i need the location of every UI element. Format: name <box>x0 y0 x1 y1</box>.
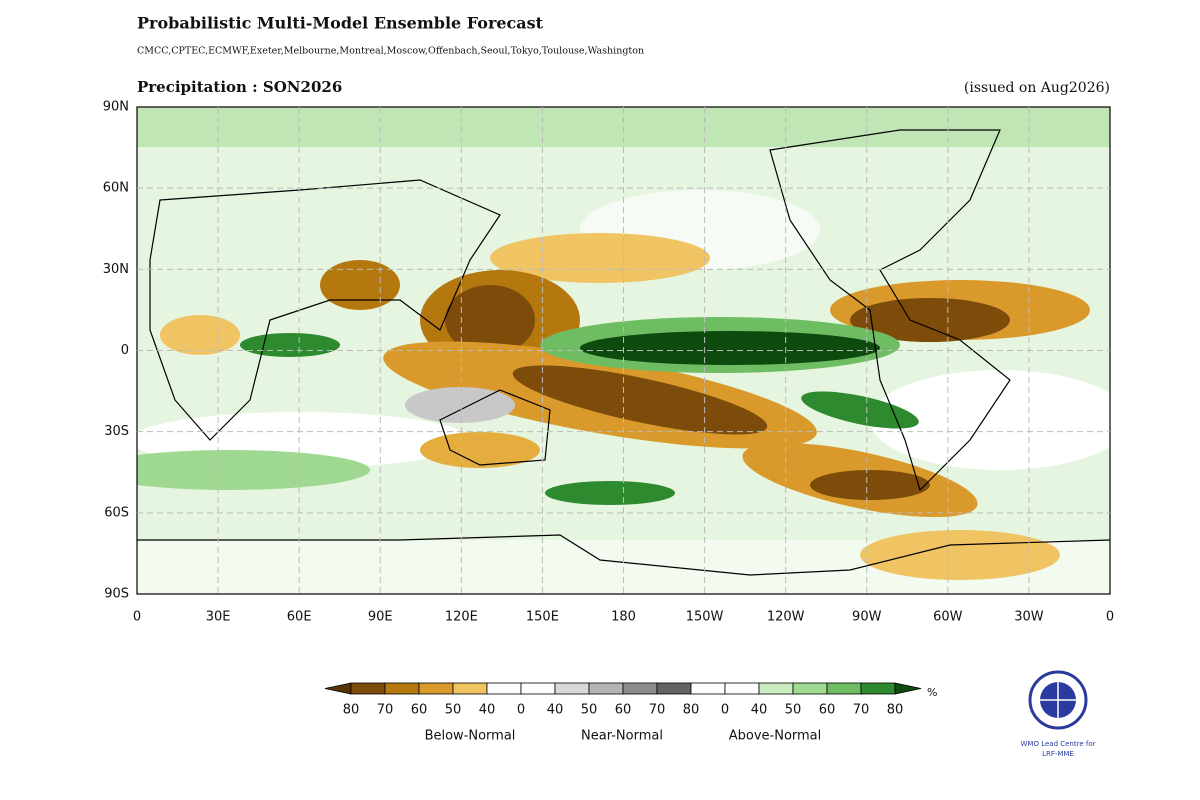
lon-label: 60E <box>287 610 312 625</box>
colorbar-category: Below-Normal <box>425 729 516 744</box>
colorbar-label: 40 <box>479 703 496 718</box>
colorbar-box <box>520 682 556 695</box>
colorbar-label: 50 <box>785 703 802 718</box>
lat-label: 30S <box>104 424 129 439</box>
lon-label: 180 <box>611 610 636 625</box>
colorbar-label: 60 <box>615 703 632 718</box>
colorbar-category: Near-Normal <box>581 729 663 744</box>
lat-label: 60N <box>103 181 129 196</box>
colorbar-box <box>588 682 624 695</box>
colorbar-box <box>656 682 692 695</box>
colorbar-label: 80 <box>683 703 700 718</box>
colorbar-box <box>724 682 760 695</box>
issued: (issued on Aug2026) <box>964 80 1110 96</box>
wmo-logo: WMO Lead Centre for LRF-MME <box>1021 670 1096 758</box>
colorbar-box <box>486 682 522 695</box>
lon-label: 30E <box>206 610 231 625</box>
lon-label: 30W <box>1014 610 1044 625</box>
colorbar-label: 70 <box>649 703 666 718</box>
colorbar-category: Above-Normal <box>729 729 822 744</box>
colorbar-label: 70 <box>377 703 394 718</box>
colorbar-label: 50 <box>445 703 462 718</box>
colorbar-arrow <box>324 682 352 695</box>
variable: Precipitation : SON2026 <box>137 78 342 96</box>
lat-label: 90S <box>104 587 129 602</box>
colorbar-box <box>758 682 794 695</box>
colorbar-label: 40 <box>547 703 564 718</box>
lon-label: 60W <box>933 610 963 625</box>
lon-label: 90E <box>368 610 393 625</box>
colorbar-label: 60 <box>411 703 428 718</box>
title: Probabilistic Multi-Model Ensemble Forec… <box>137 14 544 33</box>
colorbar-label: 0 <box>517 703 525 718</box>
lon-label: 150W <box>686 610 724 625</box>
colorbar-box <box>792 682 828 695</box>
lon-label: 120W <box>767 610 805 625</box>
lon-label: 0 <box>133 610 141 625</box>
colorbar-box <box>860 682 896 695</box>
logo-text: LRF-MME <box>1042 750 1074 758</box>
colorbar-box <box>826 682 862 695</box>
colorbar-box <box>452 682 488 695</box>
colorbar-box <box>350 682 386 695</box>
centres: CMCC,CPTEC,ECMWF,Exeter,Melbourne,Montre… <box>137 46 644 57</box>
colorbar-box <box>418 682 454 695</box>
colorbar-label: 60 <box>819 703 836 718</box>
colorbar-box <box>384 682 420 695</box>
lat-label: 60S <box>104 505 129 520</box>
colorbar-label: 50 <box>581 703 598 718</box>
lat-label: 0 <box>121 343 129 358</box>
colorbar-label: 40 <box>751 703 768 718</box>
colorbar-box <box>690 682 726 695</box>
colorbar-arrow <box>894 682 922 695</box>
colorbar-label: 70 <box>853 703 870 718</box>
colorbar-box <box>554 682 590 695</box>
lon-label: 120E <box>445 610 478 625</box>
colorbar-box <box>622 682 658 695</box>
colorbar-label: 0 <box>721 703 729 718</box>
logo-text: WMO Lead Centre for <box>1021 740 1096 748</box>
lat-label: 30N <box>103 262 129 277</box>
lon-label: 90W <box>852 610 882 625</box>
lon-label: 0 <box>1106 610 1114 625</box>
lon-label: 150E <box>526 610 559 625</box>
colorbar-unit: % <box>927 686 937 699</box>
colorbar-label: 80 <box>343 703 360 718</box>
lat-label: 90N <box>103 100 129 115</box>
colorbar-label: 80 <box>887 703 904 718</box>
